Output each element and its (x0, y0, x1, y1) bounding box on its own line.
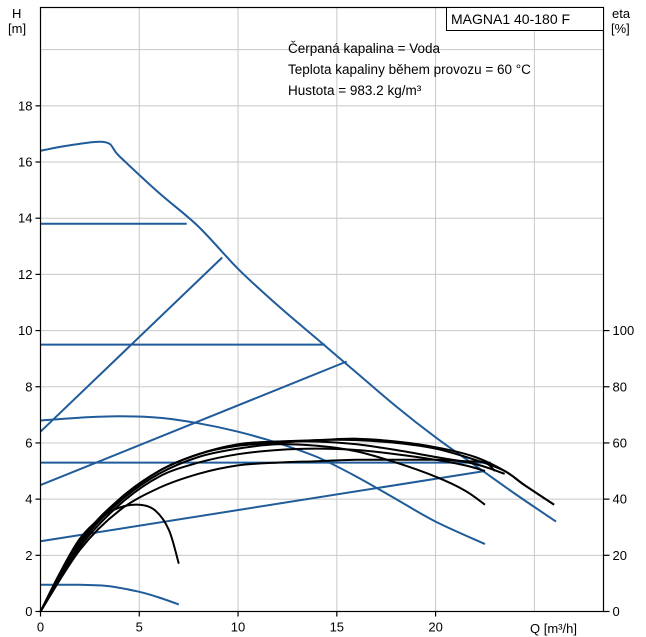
y-left-tick-label: 6 (25, 435, 32, 450)
model-label: MAGNA1 40-180 F (451, 11, 570, 27)
info-line-fluid: Čerpaná kapalina = Voda (288, 41, 440, 56)
x-tick-label: 15 (330, 620, 344, 635)
blue-curve (39, 256, 223, 433)
y-right-axis-ticks: 0 20 40 60 80 100 (603, 323, 635, 619)
y-right-tick-label: 40 (613, 492, 627, 507)
y-left-tick-label: 16 (18, 155, 32, 170)
x-tick-label: 10 (231, 620, 245, 635)
x-axis-label: Q [m³/h] (530, 621, 577, 636)
blue-curve (40, 140, 557, 523)
black-curve (39, 443, 486, 613)
y-left-tick-label: 14 (18, 211, 32, 226)
plot-frame (39, 6, 605, 613)
y-left-tick-label: 2 (25, 548, 32, 563)
y-right-tick-label: 100 (613, 323, 635, 338)
y-right-tick-label: 0 (613, 604, 620, 619)
y-right-label-top: eta (612, 6, 631, 21)
y-left-tick-label: 18 (18, 98, 32, 113)
grid (40, 7, 604, 612)
y-right-tick-label: 20 (613, 548, 627, 563)
y-left-tick-label: 12 (18, 267, 32, 282)
x-tick-label: 20 (428, 620, 442, 635)
y-left-label-top: H (12, 6, 21, 21)
black-curve (39, 447, 486, 613)
info-line-temperature: Teplota kapaliny během provozu = 60 °C (288, 62, 531, 77)
blue-curve (40, 415, 486, 546)
y-right-label-bottom: [%] (611, 21, 630, 36)
x-tick-label: 0 (37, 620, 44, 635)
blue-curve (40, 583, 180, 606)
y-left-tick-label: 4 (25, 492, 32, 507)
info-line-density: Hustota = 983.2 kg/m³ (288, 83, 422, 98)
black-curve (39, 503, 180, 612)
black-curve (39, 437, 555, 612)
x-axis-ticks: 0 5 10 15 20 (37, 611, 443, 635)
y-left-tick-label: 10 (18, 323, 32, 338)
y-right-tick-label: 80 (613, 379, 627, 394)
blue-curve (40, 470, 486, 543)
y-left-tick-label: 0 (25, 604, 32, 619)
black-curves (39, 437, 555, 613)
x-tick-label: 5 (136, 620, 143, 635)
y-left-axis-ticks: 0 2 4 6 8 10 12 14 16 18 (18, 98, 41, 619)
y-left-tick-label: 8 (25, 379, 32, 394)
model-label-box (446, 7, 604, 31)
y-right-tick-label: 60 (613, 435, 627, 450)
y-left-label-bottom: [m] (8, 21, 26, 36)
